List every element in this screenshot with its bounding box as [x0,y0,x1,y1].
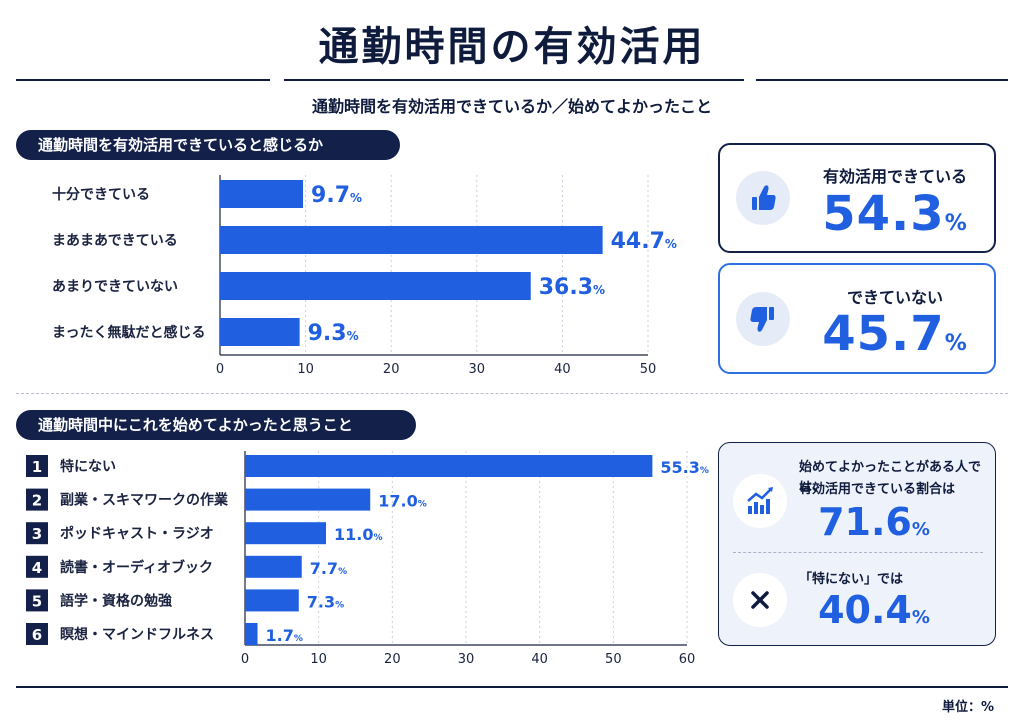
rank-number: 6 [32,626,42,644]
bar [220,226,603,254]
bar [245,555,302,578]
chart1: 0 10 20 30 40 50 十分できている 9.7% まあまあできている 44.7% あまりで… [52,175,677,377]
title-rule-left [16,79,270,81]
rank-badge [26,488,48,511]
x-tick-label: 50 [605,652,622,667]
nothing-value: 40.4% [818,588,930,632]
rank-number: 5 [32,592,42,610]
category-label: あまりできていない [52,279,178,295]
not-effective-label: できていない [846,288,943,307]
category-label: まったく無駄だと感じる [52,324,205,341]
x-tick-label: 0 [216,362,224,377]
effective-value: 54.3% [822,186,968,242]
category-label: ポッドキャスト・ラジオ [60,525,214,542]
category-label: 特にない [60,458,116,475]
data-label: 7.7% [310,559,347,578]
x-tick-label: 40 [531,652,548,667]
x-tick-label: 30 [469,362,486,377]
data-label: 17.0% [378,492,427,511]
x-tick-label: 20 [384,652,401,667]
section1-heading: 通勤時間を有効活用できていると感じるか [16,130,400,160]
unit-note: 単位：% [941,700,994,715]
category-label: 読書・オーディオブック [60,559,213,576]
close-icon [751,591,769,609]
rank-number: 4 [32,559,42,577]
not-effective-value: 45.7% [822,306,968,362]
thumbs-up-icon [752,185,776,210]
x-tick-label: 60 [679,652,696,667]
category-label: まあまあできている [52,233,178,249]
rank-number: 3 [32,525,42,543]
category-label: 十分できている [52,186,150,203]
data-label: 1.7% [266,626,303,645]
data-label: 9.7% [311,183,362,208]
bar [245,522,327,545]
bar [220,180,304,208]
card-divider [733,552,983,553]
rank-badge [26,522,48,545]
x-tick-label: 40 [554,362,571,377]
bar [245,589,299,612]
effective-card [718,143,996,253]
title-rule-center [284,79,744,81]
bar [245,623,258,645]
started-line2: 有効活用できている割合は [799,482,956,497]
started-value: 71.6% [818,500,930,544]
close-badge [733,573,787,627]
category-label: 副業・スキマワークの作業 [60,492,229,509]
title-rule-right [756,79,1008,81]
started-line1: 始めてよかったことがある人では、 [799,460,982,495]
footer-rule [16,686,1008,688]
data-label: 7.3% [307,592,344,611]
page-subtitle: 通勤時間を有効活用できているか／始めてよかったこと [311,97,712,116]
section2-heading: 通勤時間中にこれを始めてよかったと思うこと [16,410,416,440]
x-tick-label: 10 [297,362,314,377]
x-tick-label: 10 [310,652,327,667]
chart-up-badge [733,474,787,528]
effective-label: 有効活用できている [822,167,967,186]
category-label: 瞑想・マインドフルネス [60,626,214,643]
data-label: 44.7% [611,229,677,254]
data-label: 9.3% [308,321,359,346]
x-tick-label: 30 [458,652,475,667]
rank-number: 2 [32,492,42,510]
thumbs-up-badge [736,171,790,225]
data-label: 36.3% [539,275,605,300]
x-tick-label: 50 [640,362,657,377]
thumbs-down-icon [750,307,774,332]
data-label: 11.0% [334,525,383,544]
rank-badge [26,555,48,578]
category-label: 語学・資格の勉強 [60,592,172,609]
rank-badge [26,623,48,645]
nothing-label: 「特にない」では [799,572,904,587]
bar [245,488,371,511]
rank-badge [26,455,48,477]
rank-number: 1 [32,458,42,476]
bar [245,455,653,477]
bar [220,272,531,300]
thumbs-down-badge [736,292,790,346]
rank-badge [26,589,48,612]
data-label: 55.3% [660,458,709,477]
page-title: 通勤時間の有効活用 [318,24,706,70]
bar [220,318,300,346]
section-divider [16,393,1008,394]
chart-up-icon [747,487,773,514]
x-tick-label: 20 [383,362,400,377]
x-tick-label: 0 [241,652,249,667]
chart2: 0 10 20 30 40 50 60 特にない 55.3% 1 副業・スキマワークの作業 17.0%… [26,451,709,667]
